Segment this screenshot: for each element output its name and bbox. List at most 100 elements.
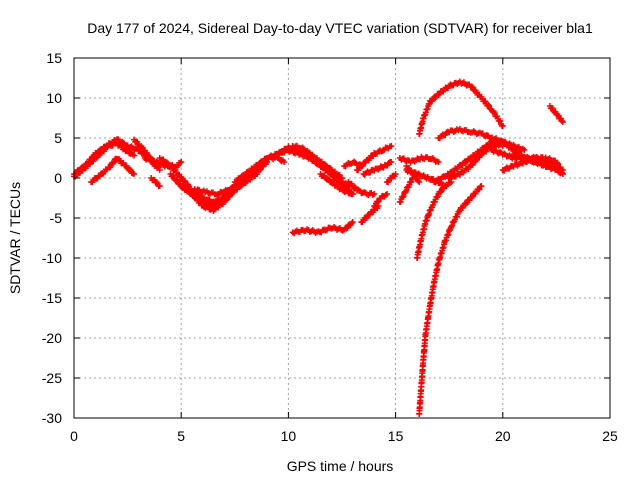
data-points <box>71 78 566 417</box>
data-point <box>181 177 188 184</box>
data-point <box>411 172 418 179</box>
grid-lines <box>74 58 610 418</box>
x-axis-label: GPS time / hours <box>287 458 394 474</box>
y-axis-label: SDTVAR / TECUs <box>7 182 23 294</box>
data-point <box>366 211 373 218</box>
series-arc-37 <box>416 183 485 417</box>
data-point <box>486 102 493 109</box>
data-point <box>438 188 445 195</box>
data-point <box>491 110 498 117</box>
data-point <box>559 119 566 125</box>
data-point <box>478 183 485 189</box>
data-point <box>415 177 422 184</box>
data-point <box>416 179 423 185</box>
data-point <box>388 175 395 182</box>
y-tick-label: 15 <box>46 50 62 66</box>
series-arc-21 <box>345 179 378 199</box>
data-point <box>392 171 399 177</box>
data-point <box>374 199 381 206</box>
data-point <box>174 177 181 184</box>
data-point <box>139 144 146 151</box>
series-arc-41 <box>546 103 566 125</box>
data-point <box>388 159 395 165</box>
series-arc-27 <box>384 171 399 186</box>
data-point <box>79 167 86 174</box>
data-point <box>134 138 141 145</box>
y-tick-label: -30 <box>42 410 62 426</box>
data-point <box>437 189 444 196</box>
x-tick-label: 5 <box>177 428 185 444</box>
series-arc-18 <box>289 142 356 198</box>
data-point <box>129 151 136 158</box>
data-point <box>558 117 565 124</box>
series-arc-05 <box>148 175 163 190</box>
data-point <box>156 183 163 189</box>
data-point <box>384 191 391 197</box>
data-point <box>473 157 480 164</box>
data-point <box>324 175 331 182</box>
data-point <box>281 159 288 165</box>
data-point <box>349 219 356 225</box>
data-point <box>259 163 266 170</box>
x-tick-label: 0 <box>70 428 78 444</box>
data-point <box>462 159 469 166</box>
data-point <box>241 172 248 179</box>
series-arc-20 <box>289 219 356 237</box>
x-tick-label: 25 <box>602 428 618 444</box>
plot-border <box>73 57 611 419</box>
data-point <box>163 159 170 166</box>
series-arc-24 <box>360 158 395 178</box>
data-point <box>178 159 185 165</box>
chart-title: Day 177 of 2024, Sidereal Day-to-day VTE… <box>87 20 593 36</box>
data-point <box>173 176 180 183</box>
y-tick-label: 10 <box>46 90 62 106</box>
data-point <box>435 159 442 165</box>
x-tick-label: 20 <box>495 428 511 444</box>
data-point <box>328 170 335 177</box>
data-point <box>388 143 395 149</box>
data-point <box>463 200 470 207</box>
data-point <box>351 184 358 191</box>
data-point <box>362 159 369 166</box>
series-arc-23 <box>354 143 395 174</box>
data-point <box>219 196 226 203</box>
data-point <box>485 101 492 108</box>
data-point <box>462 201 469 208</box>
series-arc-33 <box>435 125 528 154</box>
data-point <box>177 159 184 166</box>
y-tick-label: -25 <box>42 370 62 386</box>
series-arc-14 <box>253 159 270 178</box>
y-tick-label: 5 <box>54 130 62 146</box>
series-arc-29 <box>396 153 442 166</box>
series-arc-26 <box>371 191 391 210</box>
series-arc-03 <box>88 155 138 186</box>
data-point <box>182 178 189 185</box>
data-point <box>559 171 566 177</box>
axis-ticks: 0 5 10 15 20 25 -30 -25 -20 -15 -10 -5 0 5 10 15 <box>42 50 618 444</box>
data-point <box>476 186 483 193</box>
data-point <box>344 224 351 231</box>
data-point <box>126 166 133 173</box>
data-point <box>521 147 528 153</box>
data-point <box>363 214 370 221</box>
data-point <box>469 84 476 91</box>
y-tick-label: 0 <box>54 170 62 186</box>
y-tick-label: -15 <box>42 290 62 306</box>
data-point <box>469 161 476 168</box>
series-arc-32 <box>416 78 506 137</box>
data-point <box>472 158 479 165</box>
data-point <box>406 165 413 172</box>
data-point <box>127 167 134 174</box>
data-point <box>93 154 100 161</box>
data-point <box>497 118 504 125</box>
data-point <box>314 156 321 163</box>
series-arc-40 <box>510 151 566 177</box>
data-point <box>256 167 263 174</box>
data-point <box>371 191 378 197</box>
data-point <box>549 105 556 112</box>
x-tick-label: 10 <box>281 428 297 444</box>
data-point <box>131 152 138 159</box>
